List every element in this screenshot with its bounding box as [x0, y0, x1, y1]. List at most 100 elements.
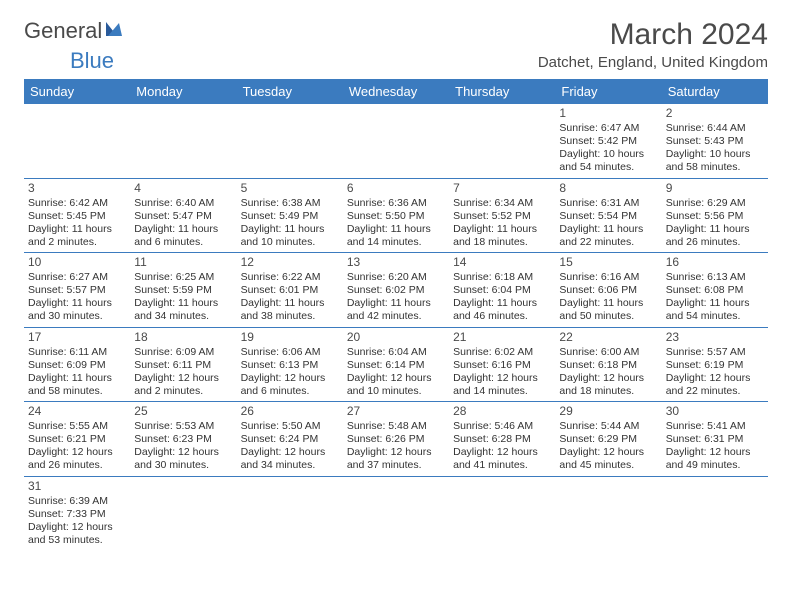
day-number: 4 — [134, 181, 232, 196]
day-info: Sunrise: 5:55 AMSunset: 6:21 PMDaylight:… — [28, 420, 126, 473]
calendar-cell — [130, 476, 236, 550]
day-header: Wednesday — [343, 79, 449, 104]
day-info-line: Daylight: 12 hours — [347, 372, 445, 385]
day-info: Sunrise: 6:36 AMSunset: 5:50 PMDaylight:… — [347, 197, 445, 250]
day-info-line: Sunrise: 6:09 AM — [134, 346, 232, 359]
calendar-cell — [130, 104, 236, 178]
day-number: 23 — [666, 330, 764, 345]
day-info-line: Daylight: 11 hours — [453, 223, 551, 236]
day-info: Sunrise: 6:44 AMSunset: 5:43 PMDaylight:… — [666, 122, 764, 175]
day-info-line: and 38 minutes. — [241, 310, 339, 323]
day-number: 2 — [666, 106, 764, 121]
calendar-cell: 24Sunrise: 5:55 AMSunset: 6:21 PMDayligh… — [24, 402, 130, 477]
day-info-line: Daylight: 12 hours — [559, 446, 657, 459]
day-info-line: Sunrise: 6:13 AM — [666, 271, 764, 284]
day-info-line: Sunset: 6:11 PM — [134, 359, 232, 372]
calendar-cell: 11Sunrise: 6:25 AMSunset: 5:59 PMDayligh… — [130, 253, 236, 328]
day-info: Sunrise: 6:39 AMSunset: 7:33 PMDaylight:… — [28, 495, 126, 548]
day-info-line: Sunset: 5:59 PM — [134, 284, 232, 297]
day-info-line: Daylight: 12 hours — [241, 372, 339, 385]
calendar-cell: 8Sunrise: 6:31 AMSunset: 5:54 PMDaylight… — [555, 178, 661, 253]
calendar-cell — [662, 476, 768, 550]
calendar-row: 1Sunrise: 6:47 AMSunset: 5:42 PMDaylight… — [24, 104, 768, 178]
day-info-line: Sunset: 6:21 PM — [28, 433, 126, 446]
calendar-cell: 31Sunrise: 6:39 AMSunset: 7:33 PMDayligh… — [24, 476, 130, 550]
day-info-line: Sunrise: 6:42 AM — [28, 197, 126, 210]
day-info-line: Sunrise: 6:20 AM — [347, 271, 445, 284]
calendar-cell: 25Sunrise: 5:53 AMSunset: 6:23 PMDayligh… — [130, 402, 236, 477]
day-info-line: Sunset: 6:01 PM — [241, 284, 339, 297]
day-info-line: Sunset: 6:08 PM — [666, 284, 764, 297]
day-number: 15 — [559, 255, 657, 270]
calendar-cell: 4Sunrise: 6:40 AMSunset: 5:47 PMDaylight… — [130, 178, 236, 253]
day-number: 19 — [241, 330, 339, 345]
calendar-cell: 20Sunrise: 6:04 AMSunset: 6:14 PMDayligh… — [343, 327, 449, 402]
calendar-cell: 3Sunrise: 6:42 AMSunset: 5:45 PMDaylight… — [24, 178, 130, 253]
day-info: Sunrise: 6:04 AMSunset: 6:14 PMDaylight:… — [347, 346, 445, 399]
day-info-line: Sunset: 5:42 PM — [559, 135, 657, 148]
day-number: 16 — [666, 255, 764, 270]
calendar-cell — [237, 104, 343, 178]
day-info: Sunrise: 6:42 AMSunset: 5:45 PMDaylight:… — [28, 197, 126, 250]
day-info-line: Sunrise: 6:18 AM — [453, 271, 551, 284]
day-info-line: and 10 minutes. — [241, 236, 339, 249]
day-info-line: Sunrise: 6:06 AM — [241, 346, 339, 359]
day-info-line: Daylight: 11 hours — [241, 297, 339, 310]
day-info-line: Sunset: 6:26 PM — [347, 433, 445, 446]
calendar-cell — [343, 104, 449, 178]
day-info-line: Sunset: 5:45 PM — [28, 210, 126, 223]
day-number: 1 — [559, 106, 657, 121]
day-info-line: and 6 minutes. — [134, 236, 232, 249]
calendar-cell: 30Sunrise: 5:41 AMSunset: 6:31 PMDayligh… — [662, 402, 768, 477]
day-info-line: Sunrise: 5:55 AM — [28, 420, 126, 433]
day-info-line: and 42 minutes. — [347, 310, 445, 323]
day-info-line: Sunrise: 6:29 AM — [666, 197, 764, 210]
day-number: 14 — [453, 255, 551, 270]
day-info: Sunrise: 6:02 AMSunset: 6:16 PMDaylight:… — [453, 346, 551, 399]
day-number: 12 — [241, 255, 339, 270]
calendar-cell: 22Sunrise: 6:00 AMSunset: 6:18 PMDayligh… — [555, 327, 661, 402]
day-info-line: and 14 minutes. — [453, 385, 551, 398]
day-info-line: Sunrise: 5:44 AM — [559, 420, 657, 433]
day-number: 13 — [347, 255, 445, 270]
day-info-line: Sunrise: 6:22 AM — [241, 271, 339, 284]
day-info-line: Daylight: 11 hours — [28, 372, 126, 385]
day-header-row: Sunday Monday Tuesday Wednesday Thursday… — [24, 79, 768, 104]
day-info-line: Daylight: 12 hours — [453, 446, 551, 459]
day-info-line: Sunset: 7:33 PM — [28, 508, 126, 521]
day-info-line: and 6 minutes. — [241, 385, 339, 398]
day-info: Sunrise: 5:50 AMSunset: 6:24 PMDaylight:… — [241, 420, 339, 473]
day-header: Friday — [555, 79, 661, 104]
calendar-cell: 9Sunrise: 6:29 AMSunset: 5:56 PMDaylight… — [662, 178, 768, 253]
day-info-line: Sunrise: 6:44 AM — [666, 122, 764, 135]
location: Datchet, England, United Kingdom — [538, 54, 768, 71]
day-info-line: Sunrise: 5:46 AM — [453, 420, 551, 433]
day-number: 31 — [28, 479, 126, 494]
day-header: Thursday — [449, 79, 555, 104]
day-info-line: Daylight: 11 hours — [666, 297, 764, 310]
day-info-line: Sunrise: 6:31 AM — [559, 197, 657, 210]
day-info-line: Daylight: 11 hours — [559, 223, 657, 236]
day-number: 5 — [241, 181, 339, 196]
calendar-cell: 29Sunrise: 5:44 AMSunset: 6:29 PMDayligh… — [555, 402, 661, 477]
day-info-line: Sunrise: 6:02 AM — [453, 346, 551, 359]
day-number: 9 — [666, 181, 764, 196]
logo-text-main: General — [24, 18, 102, 44]
logo-sail-icon — [104, 20, 124, 43]
day-info: Sunrise: 6:09 AMSunset: 6:11 PMDaylight:… — [134, 346, 232, 399]
day-info-line: Sunrise: 6:39 AM — [28, 495, 126, 508]
day-info-line: Sunrise: 6:11 AM — [28, 346, 126, 359]
calendar-row: 17Sunrise: 6:11 AMSunset: 6:09 PMDayligh… — [24, 327, 768, 402]
day-info-line: Daylight: 12 hours — [559, 372, 657, 385]
day-info-line: Daylight: 12 hours — [28, 521, 126, 534]
day-number: 28 — [453, 404, 551, 419]
calendar-cell — [237, 476, 343, 550]
calendar-table: Sunday Monday Tuesday Wednesday Thursday… — [24, 79, 768, 550]
day-info-line: Sunrise: 5:41 AM — [666, 420, 764, 433]
calendar-cell: 6Sunrise: 6:36 AMSunset: 5:50 PMDaylight… — [343, 178, 449, 253]
day-info-line: Sunset: 6:23 PM — [134, 433, 232, 446]
day-info-line: Daylight: 12 hours — [666, 446, 764, 459]
calendar-cell: 27Sunrise: 5:48 AMSunset: 6:26 PMDayligh… — [343, 402, 449, 477]
day-info-line: Sunset: 5:54 PM — [559, 210, 657, 223]
day-info-line: Sunrise: 5:53 AM — [134, 420, 232, 433]
